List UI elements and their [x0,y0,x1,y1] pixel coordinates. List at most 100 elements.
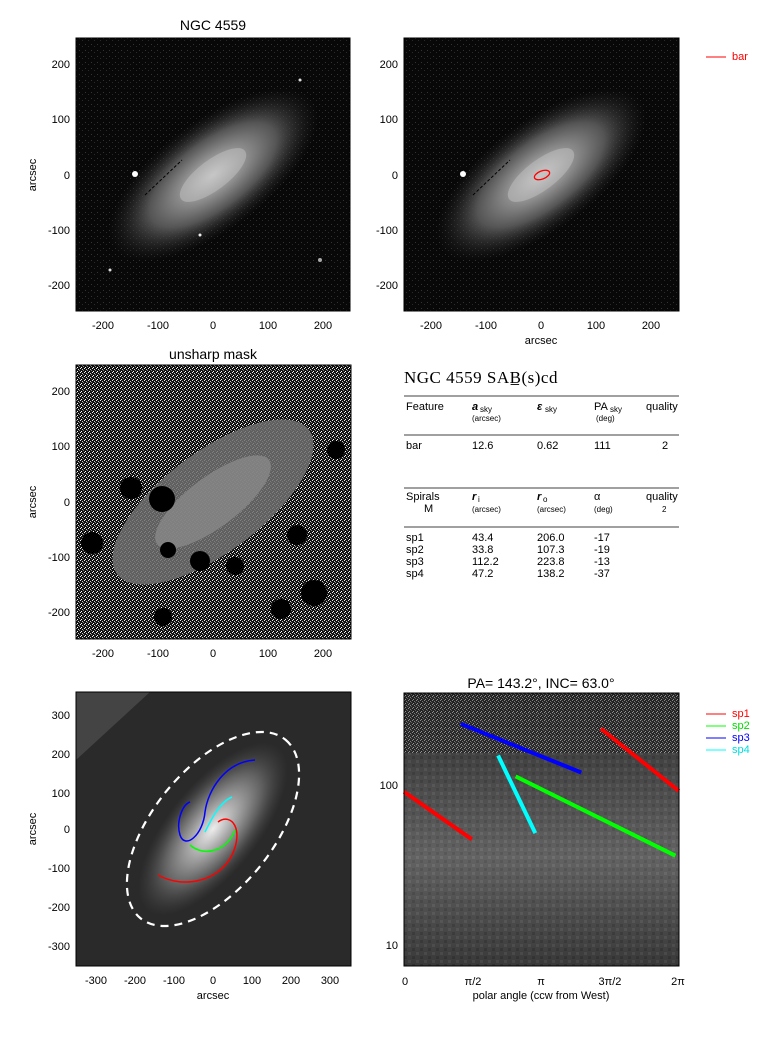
sp-ri: 43.4 [472,532,493,544]
hdr-pa: PA [594,401,609,413]
y-tick-label: 200 [52,59,70,71]
masked-star [190,551,210,571]
masked-star [81,532,103,554]
legend: sp1 sp2 sp3 sp4 [706,708,750,756]
masked-star [271,599,291,619]
y-tick-label: 10 [386,940,398,952]
sp-ro: 223.8 [537,556,565,568]
star [298,78,302,82]
sp-name: sp3 [406,556,424,568]
hdr-spirals: Spirals [406,491,440,503]
y-tick-label: 100 [52,114,70,126]
y-tick-labels: 200 100 0 -100 -200 [376,59,398,292]
panel-polar-plot: PA= 143.2°, INC= 63.0° 100 10 0 π/2 π 3π… [380,675,750,1002]
masked-star [154,608,172,626]
bar-a: 12.6 [472,440,493,452]
plot-noise-top [404,693,679,753]
y-tick-label: 0 [64,497,70,509]
sp-ro: 138.2 [537,568,565,580]
outer-ellipse [125,730,301,928]
y-tick-label: -200 [376,280,398,292]
x-tick-label: π/2 [465,976,482,988]
x-tick-label: 0 [210,320,216,332]
fit-line-sp1 [402,790,473,841]
fit-line-sp1 [599,727,681,793]
hdr-alpha: α [594,491,601,503]
hdr-eps-sub: sky [545,405,557,414]
panel-bar-overlay: 200 100 0 -100 -200 -200 -100 0 100 200 … [376,37,748,347]
y-tick-label: -200 [48,902,70,914]
masked-star [301,580,327,606]
hdr-pa-unit: (deg) [596,414,615,423]
x-tick-label: -200 [92,648,114,660]
x-tick-label: 0 [538,320,544,332]
x-tick-label: -100 [147,320,169,332]
panel-ngc4559-image: NGC 4559 arcsec 200 100 0 -100 -200 -200… [27,17,351,332]
masked-star [226,557,244,575]
y-tick-label: -100 [376,225,398,237]
plot-frame [75,37,351,312]
x-tick-label: -200 [92,320,114,332]
x-tick-label: 200 [642,320,660,332]
x-tick-label: -200 [420,320,442,332]
sp-ro: 206.0 [537,532,565,544]
fit-line-sp3 [460,721,583,775]
x-tick-labels: -200 -100 0 100 200 [92,320,332,332]
y-tick-labels: 300 200 100 0 -100 -200 -300 [48,710,70,953]
star [132,171,138,177]
arm-sp4 [204,796,233,833]
sp-name: sp1 [406,532,424,544]
plot-frame [403,37,680,312]
y-tick-labels: 200 100 0 -100 -200 [48,59,70,292]
masked-stars [81,441,345,626]
y-tick-label: 0 [64,170,70,182]
table-row: sp2 33.8 107.3 -19 [406,544,610,556]
galaxy-inner [155,455,271,549]
y-tick-label: 200 [52,386,70,398]
x-axis-label: arcsec [525,335,558,347]
y-tick-label: 0 [64,824,70,836]
hdr-ro-sub: o [543,495,548,504]
x-tick-label: 3π/2 [599,976,622,988]
x-tick-label: 2π [671,976,685,988]
plot-frame [75,364,352,640]
legend-label-bar: bar [732,51,748,63]
x-tick-label: 200 [314,648,332,660]
plot-frame [403,692,680,967]
panel-title: PA= 143.2°, INC= 63.0° [467,675,614,691]
hdr-alpha-unit: (deg) [594,505,613,514]
x-tick-label: π [537,976,545,988]
sp-ri: 112.2 [472,556,499,568]
masked-line [472,159,511,196]
y-tick-label: -200 [48,607,70,619]
hdr-sp-quality: quality [646,491,678,503]
y-tick-label: 100 [380,780,398,792]
image-edge [76,692,150,760]
x-tick-label: 100 [243,975,261,987]
y-tick-label: -100 [48,225,70,237]
hdr-feature: Feature [406,401,444,413]
legend-label-sp1: sp1 [732,708,750,720]
bar-quality: 2 [662,440,668,452]
y-tick-label: 100 [52,788,70,800]
panel-unsharp-mask: unsharp mask arcsec 200 100 0 -100 -200 … [27,346,352,660]
masked-star [149,486,175,512]
star [108,268,112,272]
masked-line [144,159,183,196]
legend: bar [706,51,748,63]
x-tick-labels: -200 -100 0 100 200 [92,648,332,660]
sp-alpha: -17 [594,532,610,544]
x-tick-label: 0 [210,648,216,660]
x-axis-label: arcsec [197,990,230,1002]
y-tick-label: -200 [48,280,70,292]
bar-eps: 0.62 [537,440,558,452]
panel-spiral-overlay: arcsec 300 200 100 0 -100 -200 -300 -300… [27,691,352,1002]
sp-ro: 107.3 [537,544,565,556]
sp-name: sp4 [406,568,424,580]
table-heading: NGC 4559 SAB̲(s)cd [404,368,558,387]
hdr-a: a [472,401,478,413]
y-axis-label: arcsec [27,158,39,191]
y-axis-label: arcsec [27,812,39,845]
x-tick-label: -100 [163,975,185,987]
